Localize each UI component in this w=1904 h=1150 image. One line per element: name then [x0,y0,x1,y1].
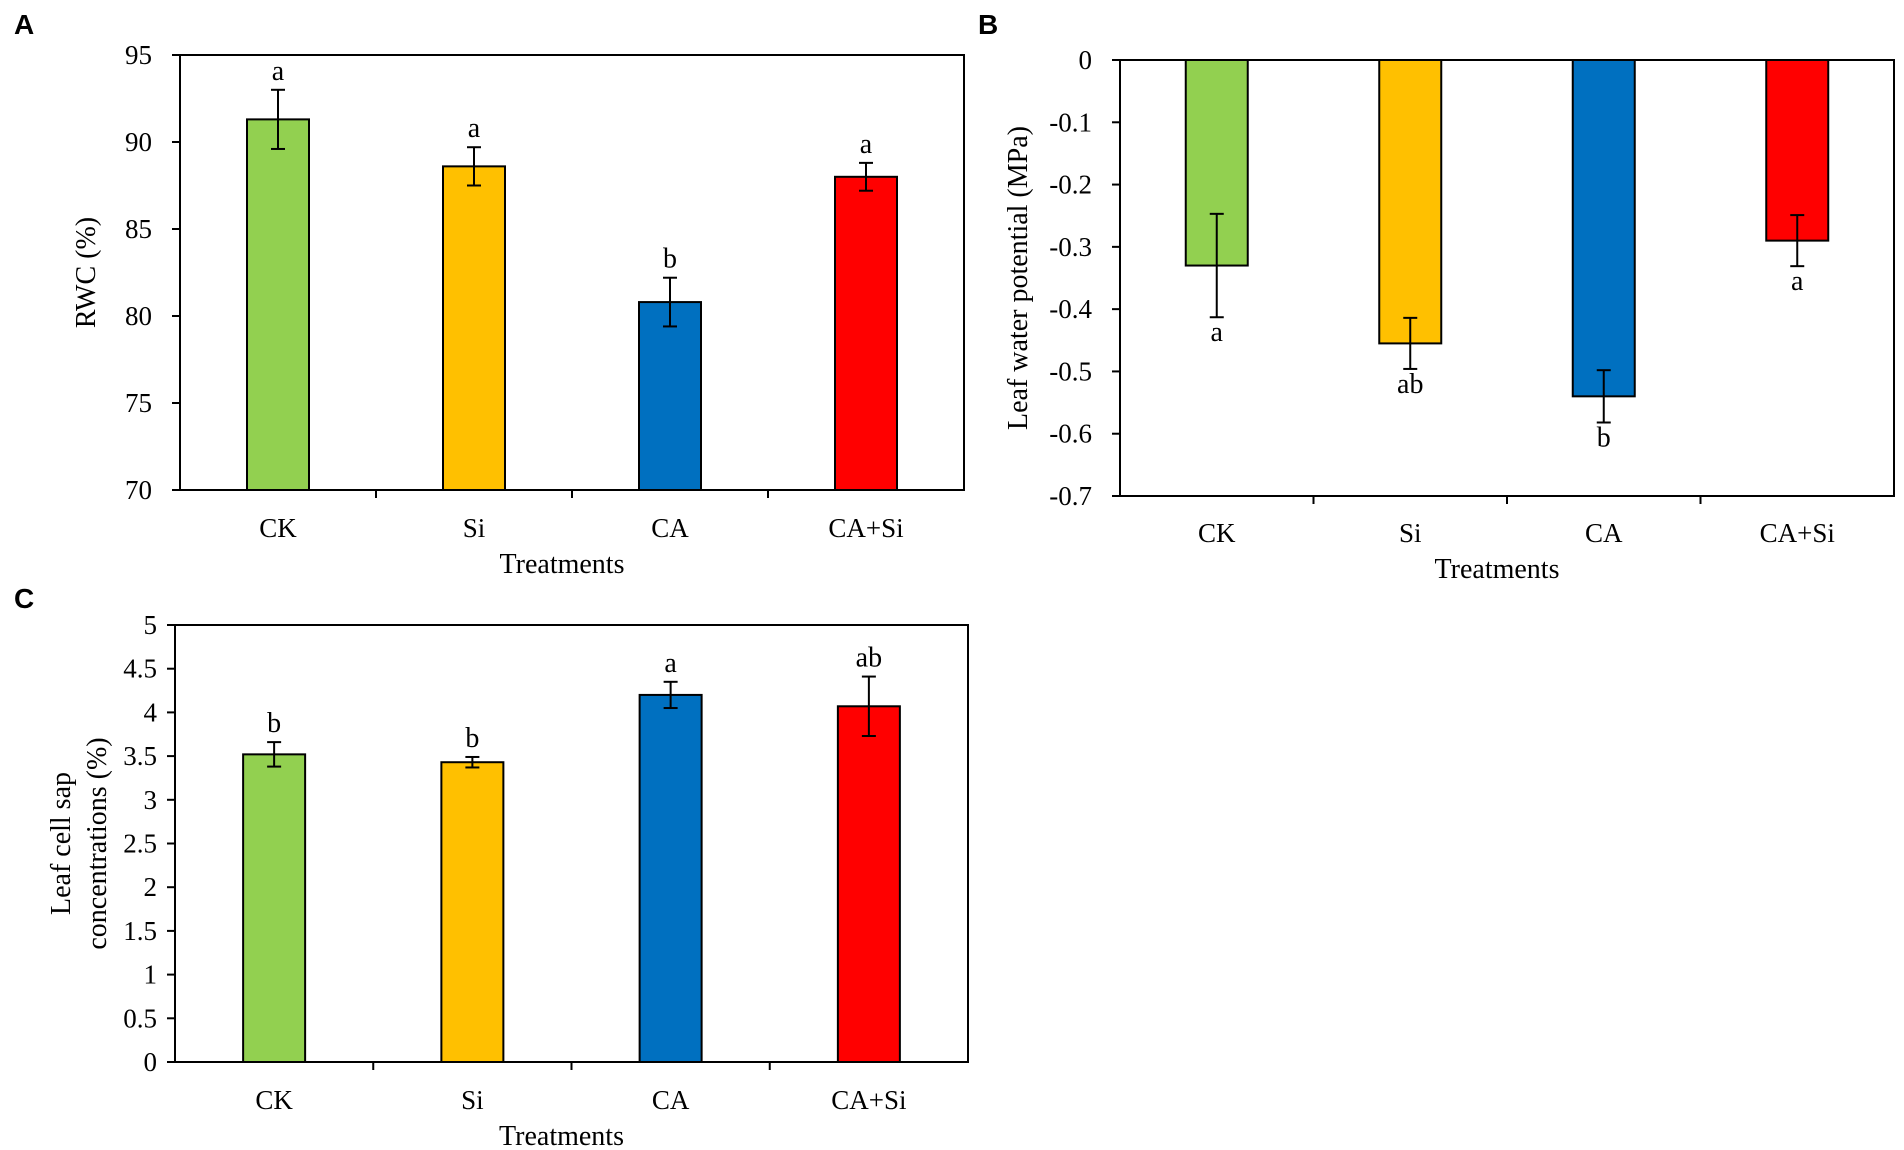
x-axis-title: Treatments [499,1121,624,1150]
y-tick-label: -0.1 [1049,107,1092,137]
x-axis-title: Treatments [1435,554,1560,585]
x-axis-title: Treatments [500,549,625,580]
y-tick-label: 4.5 [123,654,157,684]
significance-label: a [1211,317,1224,348]
significance-label: ab [1397,369,1423,400]
x-tick-label: CA+Si [831,1085,906,1115]
y-tick-label: 0 [144,1047,158,1077]
chart-panel-c: C 0 0.5 1 1.5 2 2.5 3 3.5 4 4.5 5 b CK b Si a CA ab CA+Si Tr… [14,583,969,1150]
y-tick-label: 0.5 [123,1003,157,1033]
significance-label: a [468,113,481,144]
bar-ca [1571,59,1636,398]
significance-label: a [1791,266,1804,297]
y-tick-label: 1.5 [123,916,157,946]
x-tick-label: CA [652,1085,690,1115]
bar-ck [246,118,310,491]
x-tick-label: Si [461,1085,484,1115]
y-tick-label: 90 [125,127,152,157]
y-tick-label: 2 [144,872,158,902]
y-tick-label: 0 [1079,45,1093,75]
y-tick-label: 3.5 [123,741,157,771]
y-tick-label: 95 [125,40,152,70]
y-axis-title: Leaf cell sap [46,772,77,915]
significance-label: ab [856,643,882,674]
bar-si [442,165,506,492]
significance-label: b [663,244,677,275]
x-tick-label: Si [1399,518,1422,548]
x-tick-label: CA+Si [1760,518,1835,548]
x-tick-label: CA [1585,518,1623,548]
y-tick-label: -0.7 [1049,481,1092,511]
bar-si [440,761,505,1064]
significance-label: b [267,708,281,739]
chart-panel-a: A 70 75 80 85 90 95 a CK a Si b CA a CA+Si Treatments RW… [14,9,965,580]
y-tick-label: 85 [125,214,152,244]
y-tick-label: -0.3 [1049,232,1092,262]
x-tick-label: Si [463,513,486,543]
y-tick-label: 70 [125,475,152,505]
y-tick-label: 1 [144,960,158,990]
x-tick-label: CK [259,513,297,543]
significance-label: a [664,648,677,679]
bar-ca [638,301,702,491]
y-tick-label: 3 [144,785,158,815]
panel-letter: B [978,9,998,40]
bar-ca-plus-si [834,175,898,492]
bar-ck [242,753,307,1063]
y-tick-label: -0.5 [1049,356,1092,386]
significance-label: a [272,56,285,87]
bar-si [1378,59,1443,345]
y-axis-title: RWC (%) [71,217,102,328]
chart-panel-b: B 0 -0.1 -0.2 -0.3 -0.4 -0.5 -0.6 -0.7 a CK ab Si b CA… [978,9,1895,585]
bar-ca-plus-si [836,705,901,1063]
panel-letter: C [14,583,34,614]
y-tick-label: -0.2 [1049,170,1092,200]
significance-label: b [465,723,479,754]
y-tick-label: 75 [125,388,152,418]
y-tick-label: 2.5 [123,829,157,859]
y-tick-label: 4 [144,697,158,727]
significance-label: a [860,129,873,160]
y-tick-label: -0.6 [1049,419,1092,449]
significance-label: b [1597,423,1611,454]
x-tick-label: CK [255,1085,293,1115]
y-axis-title: Leaf water potential (MPa) [1003,126,1034,430]
x-tick-label: CA [651,513,689,543]
y-axis-title-line2: concentrations (%) [82,737,113,949]
bar-ca [638,693,703,1063]
y-tick-label: 80 [125,301,152,331]
y-tick-label: -0.4 [1049,294,1092,324]
x-tick-label: CK [1198,518,1236,548]
y-tick-label: 5 [144,610,158,640]
bar-ca-plus-si [1765,59,1830,242]
x-tick-label: CA+Si [828,513,903,543]
panel-letter: A [14,9,34,40]
